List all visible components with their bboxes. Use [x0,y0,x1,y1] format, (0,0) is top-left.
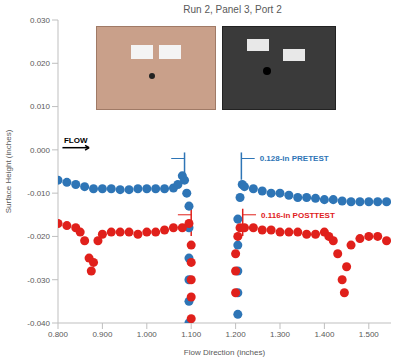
svg-text:0.116-in POSTTEST: 0.116-in POSTTEST [261,211,335,220]
svg-text:-0.040: -0.040 [27,319,50,328]
svg-text:Flow Direction (inches): Flow Direction (inches) [184,348,266,357]
svg-text:-0.010: -0.010 [27,189,50,198]
svg-text:FLOW: FLOW [64,136,88,145]
svg-text:0.020: 0.020 [30,59,51,68]
svg-text:0.800: 0.800 [48,330,69,339]
svg-text:0.010: 0.010 [30,102,51,111]
svg-text:1.300: 1.300 [270,330,291,339]
svg-text:0.128-in PRETEST: 0.128-in PRETEST [260,154,329,163]
svg-text:1.200: 1.200 [226,330,247,339]
svg-text:1.500: 1.500 [359,330,380,339]
svg-text:1.000: 1.000 [137,330,158,339]
svg-text:0.900: 0.900 [92,330,113,339]
svg-text:-0.030: -0.030 [27,276,50,285]
svg-text:1.100: 1.100 [181,330,202,339]
svg-text:0.030: 0.030 [30,16,51,25]
svg-text:1.400: 1.400 [314,330,335,339]
svg-text:0.000: 0.000 [30,146,51,155]
svg-text:Surface Height (inches): Surface Height (inches) [4,129,13,213]
svg-text:-0.020: -0.020 [27,232,50,241]
html-text:Run 2, Panel 3, Port 2: Run 2, Panel 3, Port 2 [183,4,282,15]
